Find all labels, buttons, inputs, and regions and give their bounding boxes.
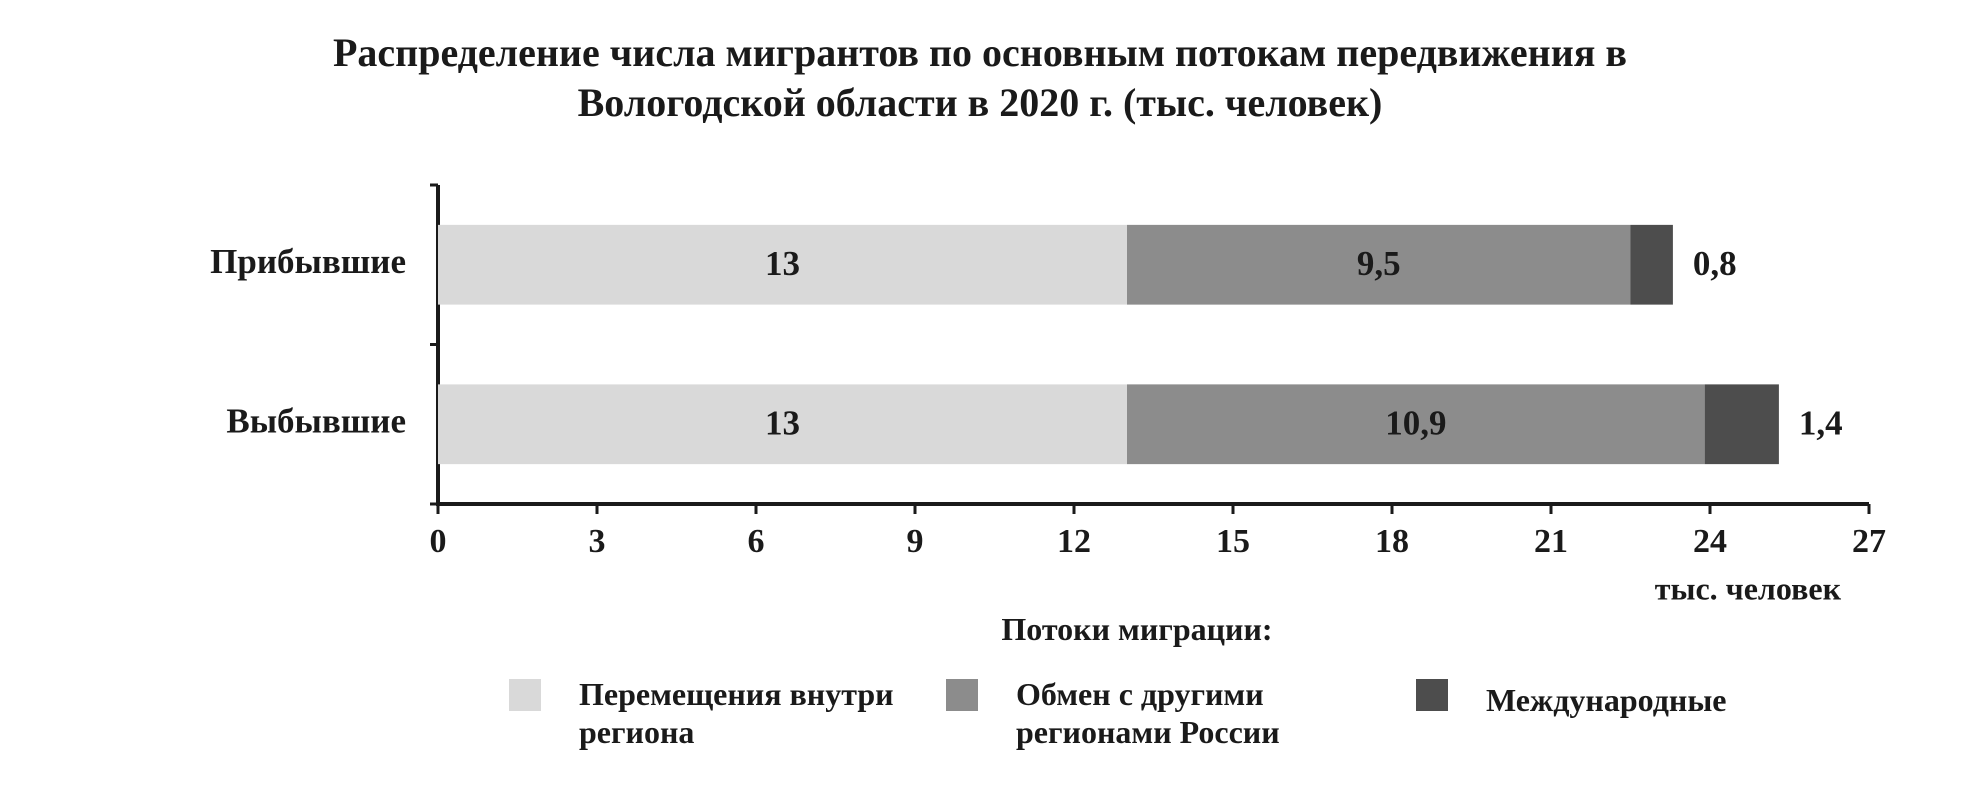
x-tick-label: 3 [589, 523, 606, 560]
category-label: Выбывшие [226, 401, 406, 440]
value-label: 13 [765, 244, 800, 283]
legend-label: Международные [1486, 682, 1727, 718]
x-tick-label: 18 [1375, 523, 1409, 560]
bar-segment [438, 384, 1127, 465]
x-axis-label: тыс. человек [1655, 570, 1842, 606]
bar-segment [1630, 224, 1673, 305]
x-tick-label: 6 [748, 523, 765, 560]
x-tick-label: 27 [1852, 523, 1886, 560]
x-tick-label: 24 [1693, 523, 1727, 560]
legend-swatch [509, 679, 541, 711]
x-tick-label: 21 [1534, 523, 1568, 560]
value-label: 1,4 [1799, 403, 1843, 442]
value-label: 9,5 [1357, 244, 1401, 283]
bar-segment [438, 224, 1127, 305]
x-tick-label: 9 [907, 523, 924, 560]
category-label: Прибывшие [210, 242, 406, 281]
legend-title: Потоки миграции: [1001, 611, 1273, 647]
legend-label: Перемещения внутри региона [579, 676, 894, 750]
chart-title: Распределение числа мигрантов по основны… [332, 30, 1628, 125]
value-label: 0,8 [1693, 244, 1737, 283]
x-tick-label: 0 [430, 523, 447, 560]
legend-swatch [1416, 679, 1448, 711]
bar-segment [1704, 384, 1779, 465]
x-tick-label: 15 [1216, 523, 1250, 560]
value-label: 10,9 [1385, 403, 1446, 442]
value-label: 13 [765, 403, 800, 442]
bar-segment [1127, 384, 1705, 465]
bar-segment [1127, 224, 1631, 305]
x-tick-label: 12 [1057, 523, 1091, 560]
legend-label: Обмен с другими регионами России [1016, 676, 1280, 750]
legend-swatch [946, 679, 978, 711]
